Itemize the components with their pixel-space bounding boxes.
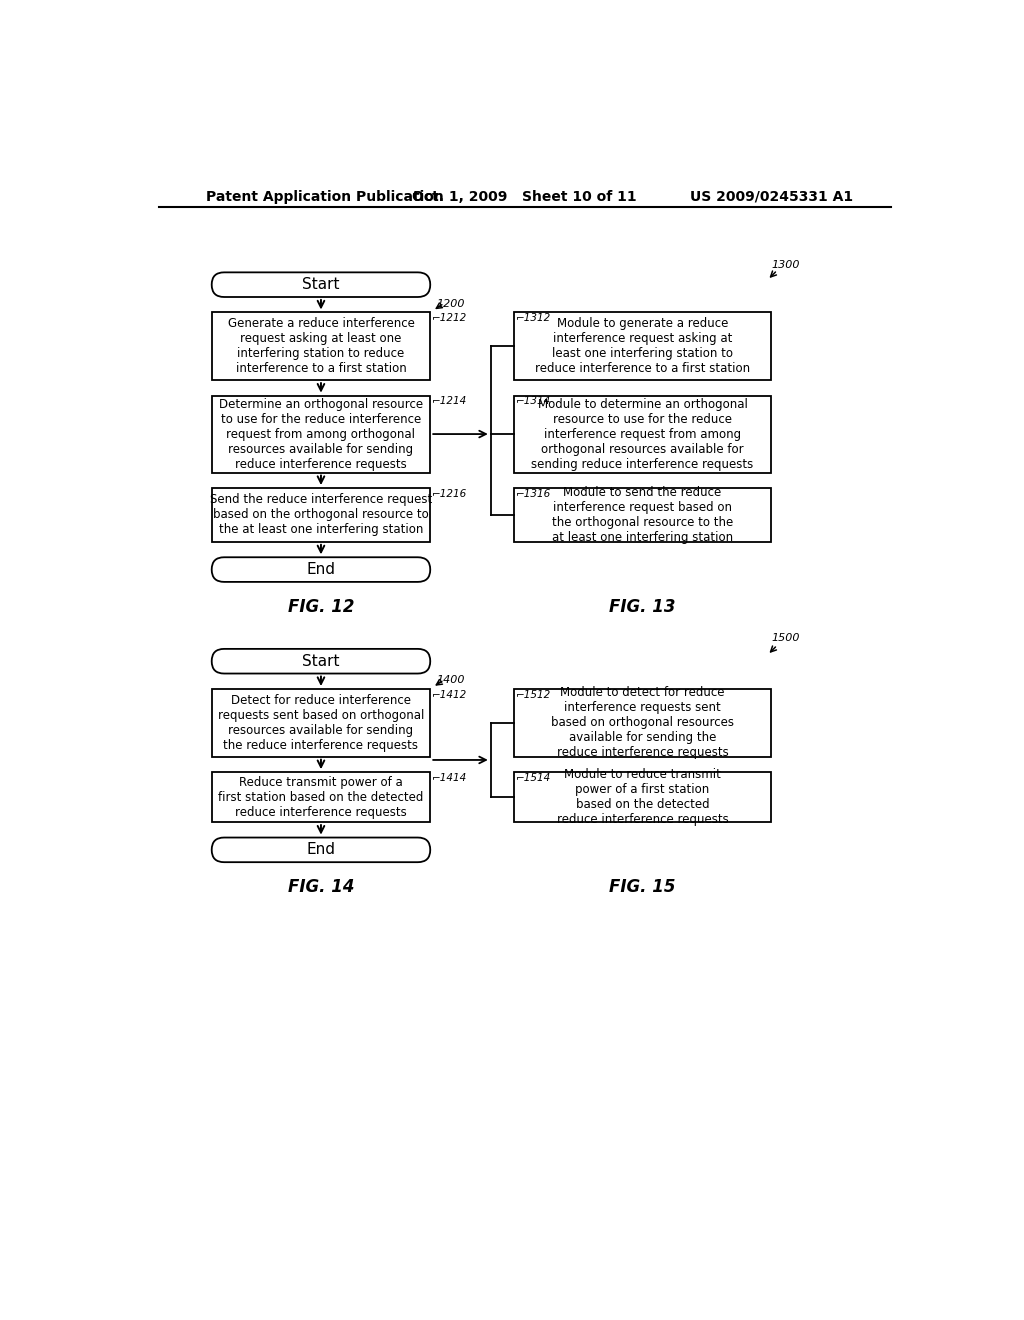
Text: ⌐1514: ⌐1514 xyxy=(515,774,551,783)
Text: ⌐1314: ⌐1314 xyxy=(515,396,551,407)
Text: FIG. 12: FIG. 12 xyxy=(288,598,354,615)
Text: ⌐1512: ⌐1512 xyxy=(515,689,551,700)
Text: Module to detect for reduce
interference requests sent
based on orthogonal resou: Module to detect for reduce interference… xyxy=(551,686,734,759)
Text: ⌐1414: ⌐1414 xyxy=(432,774,467,783)
Text: Module to send the reduce
interference request based on
the orthogonal resource : Module to send the reduce interference r… xyxy=(552,486,733,544)
Bar xyxy=(514,488,771,541)
Text: End: End xyxy=(306,562,336,577)
Bar xyxy=(514,689,771,756)
Text: Determine an orthogonal resource
to use for the reduce interference
request from: Determine an orthogonal resource to use … xyxy=(219,397,423,470)
Text: 1300: 1300 xyxy=(771,260,800,269)
Text: Generate a reduce interference
request asking at least one
interfering station t: Generate a reduce interference request a… xyxy=(227,317,415,375)
Text: Reduce transmit power of a
first station based on the detected
reduce interferen: Reduce transmit power of a first station… xyxy=(218,776,424,818)
Text: End: End xyxy=(306,842,336,858)
Bar xyxy=(212,772,430,822)
Text: Oct. 1, 2009   Sheet 10 of 11: Oct. 1, 2009 Sheet 10 of 11 xyxy=(413,190,637,203)
FancyBboxPatch shape xyxy=(212,557,430,582)
Text: Send the reduce interference request
based on the orthogonal resource to
the at : Send the reduce interference request bas… xyxy=(210,494,432,536)
Text: Module to reduce transmit
power of a first station
based on the detected
reduce : Module to reduce transmit power of a fir… xyxy=(557,768,728,826)
Text: 1400: 1400 xyxy=(436,675,465,685)
Bar xyxy=(212,313,430,380)
Text: 1500: 1500 xyxy=(771,634,800,643)
FancyBboxPatch shape xyxy=(212,272,430,297)
Text: Patent Application Publication: Patent Application Publication xyxy=(206,190,443,203)
Text: 1200: 1200 xyxy=(436,298,465,309)
FancyBboxPatch shape xyxy=(212,837,430,862)
Bar xyxy=(212,396,430,473)
Text: ⌐1216: ⌐1216 xyxy=(432,488,467,499)
Text: ⌐1312: ⌐1312 xyxy=(515,313,551,323)
Bar xyxy=(514,313,771,380)
Text: Module to determine an orthogonal
resource to use for the reduce
interference re: Module to determine an orthogonal resour… xyxy=(531,397,754,470)
FancyBboxPatch shape xyxy=(212,649,430,673)
Text: FIG. 14: FIG. 14 xyxy=(288,878,354,896)
Bar xyxy=(212,488,430,541)
Text: ⌐1316: ⌐1316 xyxy=(515,488,551,499)
Text: Start: Start xyxy=(302,653,340,669)
Text: ⌐1412: ⌐1412 xyxy=(432,689,467,700)
Text: ⌐1212: ⌐1212 xyxy=(432,313,467,323)
Text: FIG. 15: FIG. 15 xyxy=(609,878,676,896)
Text: Module to generate a reduce
interference request asking at
least one interfering: Module to generate a reduce interference… xyxy=(535,317,751,375)
Text: FIG. 13: FIG. 13 xyxy=(609,598,676,615)
Text: US 2009/0245331 A1: US 2009/0245331 A1 xyxy=(689,190,853,203)
Bar xyxy=(212,689,430,756)
Bar xyxy=(514,396,771,473)
Text: Start: Start xyxy=(302,277,340,292)
Text: ⌐1214: ⌐1214 xyxy=(432,396,467,407)
Text: Detect for reduce interference
requests sent based on orthogonal
resources avail: Detect for reduce interference requests … xyxy=(218,694,424,752)
Bar xyxy=(514,772,771,822)
